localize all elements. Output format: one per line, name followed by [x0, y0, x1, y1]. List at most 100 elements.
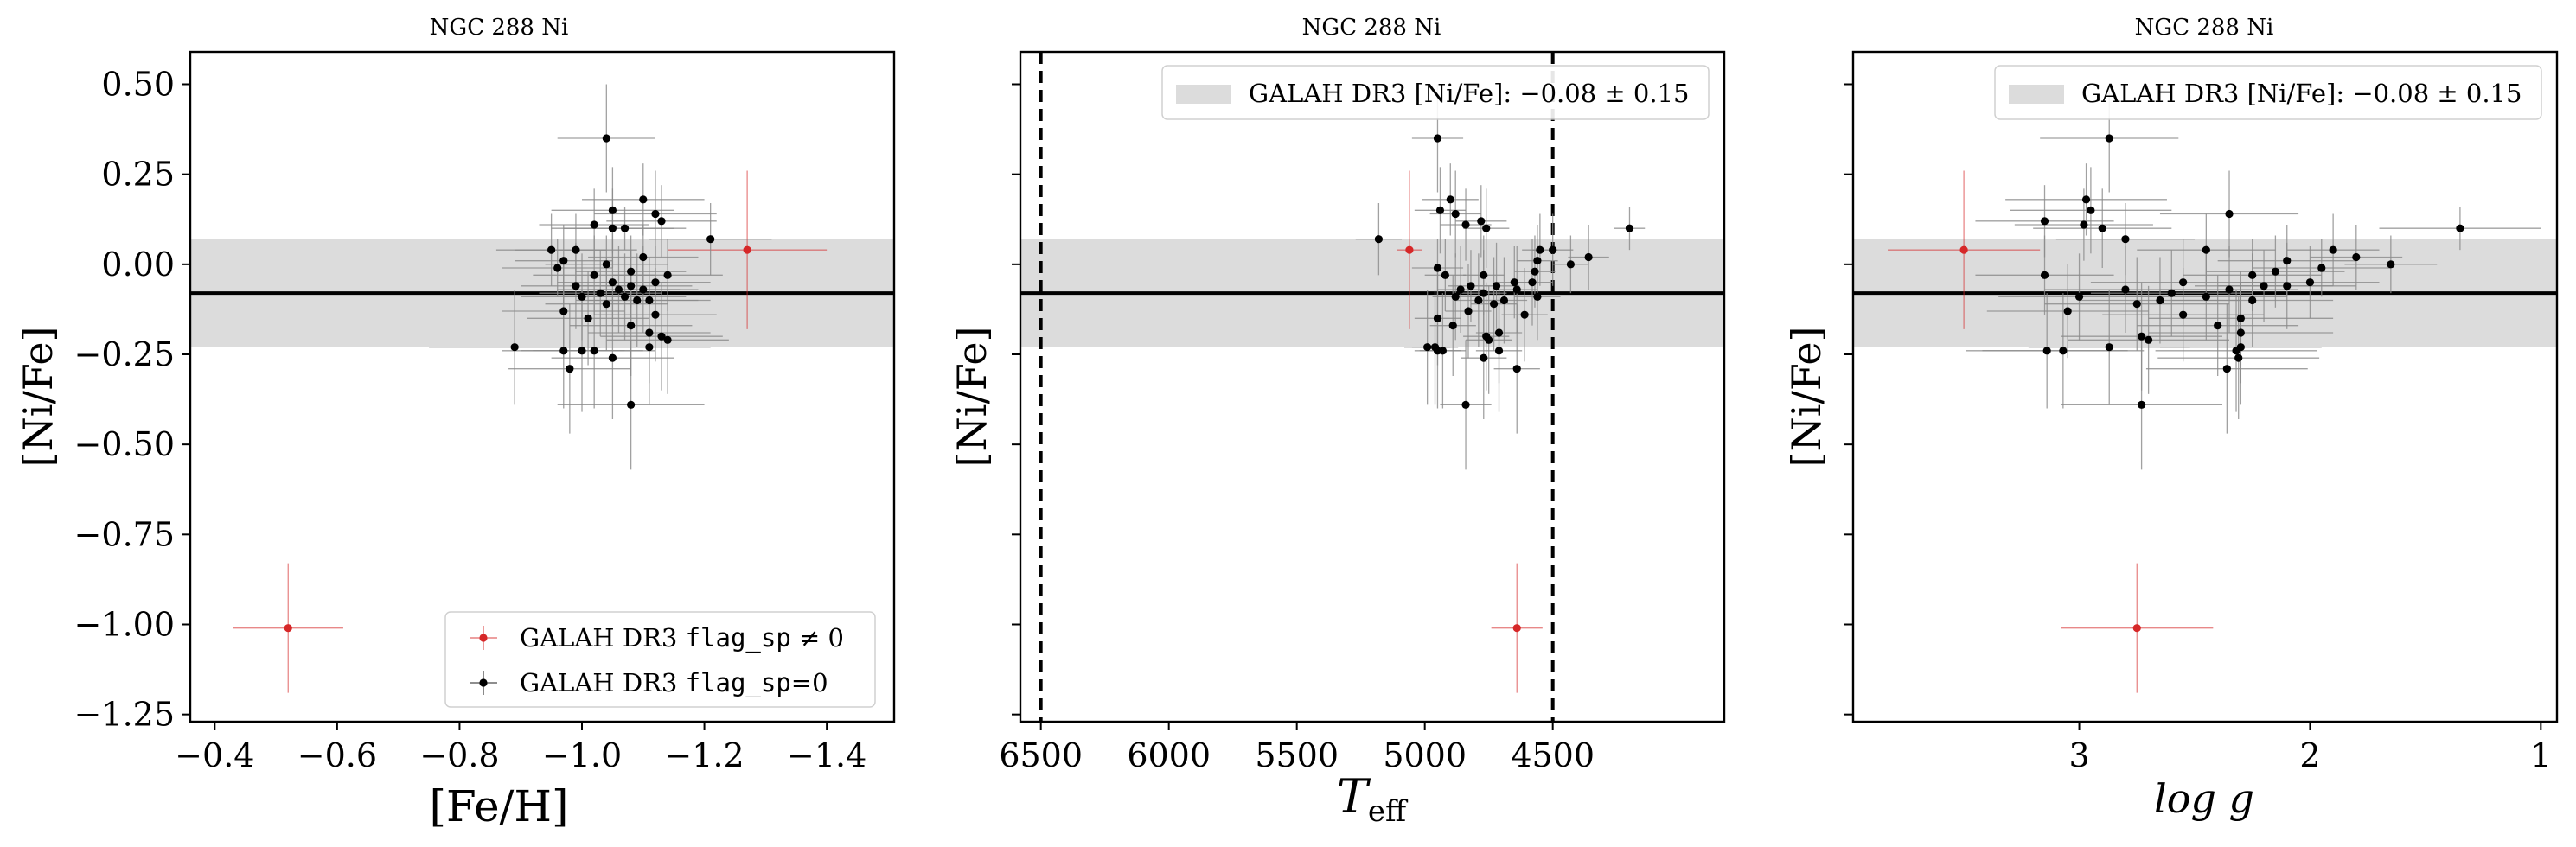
star-point — [2179, 278, 2188, 287]
flagged-star-point — [2132, 624, 2141, 633]
star-point — [1566, 260, 1575, 269]
star-point — [627, 282, 636, 290]
star-point — [2305, 278, 2315, 287]
star-point — [1374, 235, 1383, 244]
star-point — [1446, 195, 1454, 204]
star-point — [2080, 220, 2088, 229]
star-point — [1480, 289, 1488, 297]
y-tick-label: 0.25 — [101, 156, 175, 194]
star-point — [1494, 328, 1504, 337]
star-point — [633, 296, 642, 305]
flagged-star-point — [1405, 245, 1414, 254]
star-point — [590, 347, 598, 355]
x-tick-label: 2 — [2299, 736, 2320, 774]
legend-marker — [479, 634, 488, 642]
star-point — [1625, 224, 1634, 232]
star-point — [2156, 296, 2164, 305]
x-tick-label: −0.6 — [297, 736, 377, 774]
star-point — [2456, 224, 2464, 232]
star-point — [1584, 252, 1593, 262]
star-point — [2202, 245, 2210, 254]
star-point — [1494, 347, 1504, 355]
data-layer — [1355, 84, 1646, 693]
star-point — [614, 285, 623, 294]
star-point — [2138, 332, 2146, 341]
star-point — [663, 271, 672, 279]
legend-label: GALAH DR3 [Ni/Fe]: −0.08 ± 0.15 — [2081, 79, 2522, 108]
data-layer — [1888, 84, 2541, 693]
plot-frame — [1019, 50, 1726, 723]
star-point — [1482, 224, 1491, 232]
star-point — [1467, 282, 1475, 290]
star-point — [1549, 245, 1557, 254]
legend-band-swatch — [2009, 85, 2064, 104]
star-point — [2225, 285, 2234, 294]
star-point — [627, 322, 636, 330]
star-point — [1474, 296, 1483, 305]
x-tick-label: −1.0 — [542, 736, 622, 774]
star-point — [590, 271, 598, 279]
legend-marker — [479, 678, 488, 687]
star-point — [1520, 310, 1529, 319]
star-point — [2317, 264, 2326, 272]
y-tick-label: 0.50 — [101, 66, 175, 104]
star-point — [553, 264, 562, 272]
star-point — [602, 300, 610, 309]
star-point — [1461, 400, 1470, 409]
star-point — [2260, 282, 2268, 290]
star-point — [1485, 335, 1493, 344]
star-point — [559, 257, 568, 265]
star-point — [1433, 264, 1442, 272]
star-point — [1451, 209, 1460, 219]
star-point — [559, 347, 568, 355]
legend-label-code: flag_sp — [686, 668, 791, 698]
star-point — [2222, 365, 2231, 373]
x-tick-label: 1 — [2530, 736, 2551, 774]
y-tick-label: −1.00 — [74, 606, 175, 644]
x-tick-label: 3 — [2068, 736, 2089, 774]
star-point — [2121, 285, 2130, 294]
star-point — [1435, 206, 1445, 214]
star-point — [572, 245, 580, 254]
data-layer — [233, 84, 828, 693]
star-point — [2248, 296, 2257, 305]
y-tick-label: −0.75 — [74, 515, 175, 553]
star-point — [2248, 271, 2257, 279]
star-point — [627, 267, 636, 276]
star-point — [608, 224, 617, 232]
star-point — [1480, 271, 1488, 279]
star-point — [2225, 209, 2234, 219]
star-point — [2329, 245, 2337, 254]
star-point — [1492, 282, 1501, 290]
x-tick-label: −0.8 — [419, 736, 499, 774]
star-point — [2105, 343, 2113, 352]
star-point — [602, 260, 610, 269]
star-point — [645, 296, 654, 305]
x-axis-label-main: T — [1337, 769, 1371, 824]
y-axis-label: [Ni/Fe] — [15, 327, 61, 468]
star-point — [590, 220, 598, 229]
y-tick-label: −1.25 — [74, 696, 175, 734]
panel-logg: NGC 288 Ni 3 2 1 GALAH DR3 [Ni/Fe]: −0.08 ±… — [1783, 15, 2559, 822]
star-point — [645, 343, 654, 352]
star-point — [2283, 257, 2292, 265]
star-point — [657, 217, 666, 226]
star-point — [2167, 289, 2176, 297]
star-point — [2121, 235, 2130, 244]
star-point — [2145, 335, 2153, 344]
star-point — [663, 335, 672, 344]
star-point — [2234, 353, 2243, 362]
y-axis-label: [Ni/Fe] — [1783, 327, 1830, 468]
star-point — [1480, 353, 1488, 362]
x-tick-label: −0.4 — [175, 736, 254, 774]
plot-area-teff: 6500 6000 5500 5000 4500 GALAH DR3 [Ni/Fe]: −… — [999, 50, 1726, 774]
y-tick-label: 0.00 — [101, 245, 175, 283]
panel-title: NGC 288 Ni — [430, 15, 569, 41]
legend-label-suffix: −0.08 ± 0.15 — [2352, 79, 2522, 108]
star-point — [2202, 292, 2210, 301]
legend-frame — [444, 611, 876, 708]
star-point — [2352, 252, 2361, 262]
x-tick-label: −1.4 — [787, 736, 866, 774]
star-point — [1512, 365, 1521, 373]
